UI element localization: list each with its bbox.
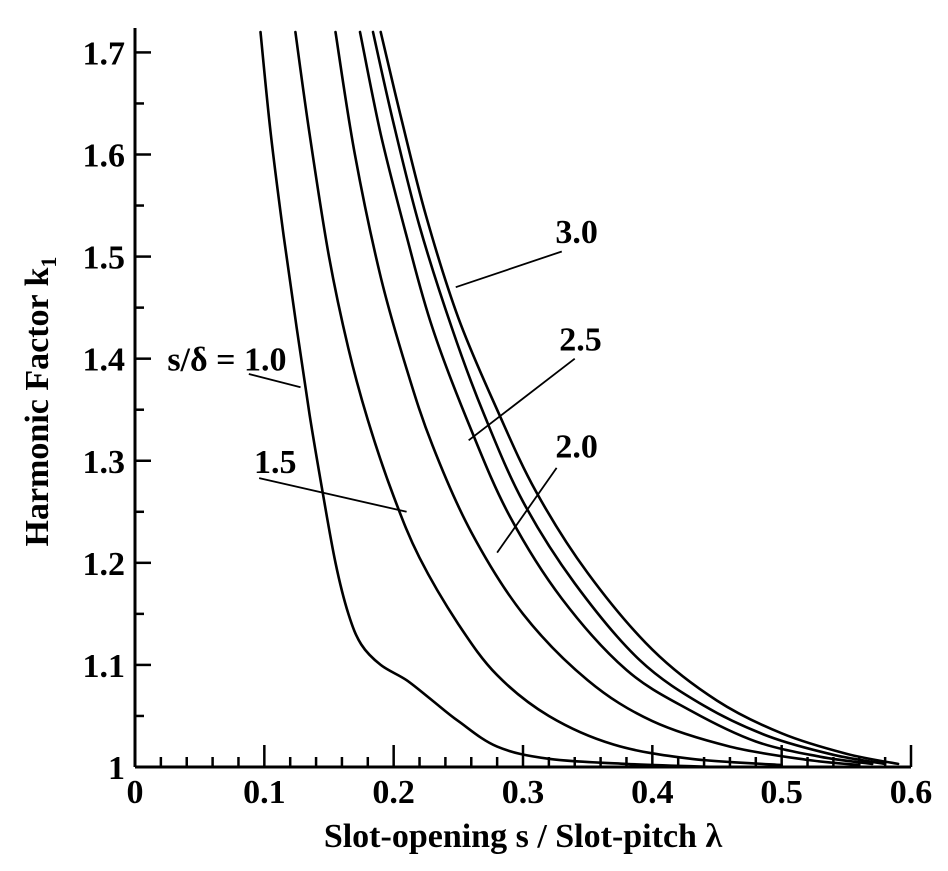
series-line [294,30,783,767]
y-axis-title-text: Harmonic Factor k [19,267,56,546]
annotation-label: 2.0 [555,428,598,465]
series-lines [259,30,900,767]
annotation-leader [496,467,558,554]
x-tick-label: 0.1 [243,774,286,811]
x-tick-label: 0.3 [502,774,545,811]
y-tick-label: 1 [108,750,125,787]
annotation-leader [455,250,563,289]
annotation-label: 2.5 [559,321,602,358]
y-tick-label: 1.6 [83,138,126,175]
series-line [379,30,900,766]
annotation-leader [258,477,407,513]
y-axis-title-subscript: 1 [36,257,61,268]
y-axis-title: Harmonic Factor k1 [19,257,61,547]
x-tick-label: 0.6 [890,774,933,811]
series-line [259,30,719,767]
annotation-leader [248,373,301,389]
x-axis-title: Slot-opening s / Slot-pitch λ [324,818,723,855]
y-tick-label: 1.3 [83,444,126,481]
x-ticks: 0 0.1 0.2 0.3 0.4 0.5 0.6 [127,745,933,811]
annotation-label: s/δ = 1.0 [167,342,286,379]
x-tick-label: 0.5 [760,774,803,811]
y-tick-label: 1.2 [83,546,126,583]
x-tick-label: 0.4 [631,774,674,811]
series-line [334,30,861,767]
annotation-label: 1.5 [254,444,297,481]
y-tick-label: 1.5 [83,240,126,277]
series-line [371,30,887,766]
annotation-label: 3.0 [555,214,598,251]
series-line [358,30,874,766]
x-tick-label: 0.2 [372,774,415,811]
y-tick-label: 1.7 [83,35,126,72]
annotations: 3.0 2.5 s/δ = 1.0 2.0 1.5 [167,214,602,554]
y-tick-label: 1.4 [83,342,126,379]
y-tick-label: 1.1 [83,648,126,685]
y-ticks: 1 1.1 1.2 1.3 1.4 1.5 1.6 1.7 [83,35,151,787]
annotation-leader [468,357,576,442]
x-tick-label: 0 [127,774,144,811]
